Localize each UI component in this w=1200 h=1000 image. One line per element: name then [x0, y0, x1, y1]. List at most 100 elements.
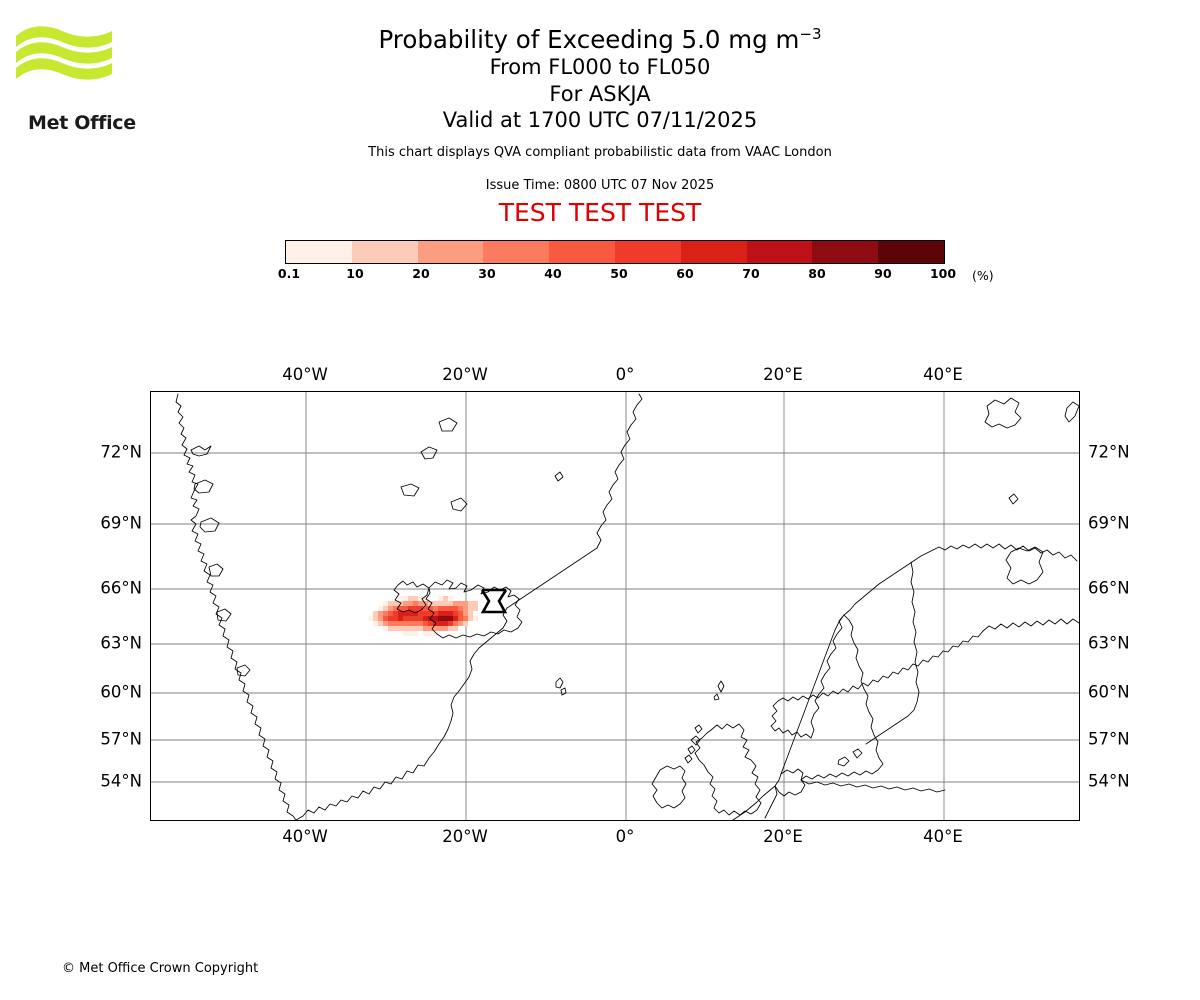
lat-label-right-54°N: 54°N: [1088, 771, 1130, 791]
plume-cell: [408, 631, 414, 637]
plume-cell: [403, 611, 409, 617]
plume-cell: [433, 616, 439, 622]
plume-cell: [458, 601, 464, 607]
plume-cell: [448, 601, 454, 607]
lat-label-right-57°N: 57°N: [1088, 729, 1130, 749]
plume-cell: [388, 606, 394, 612]
plume-cell: [463, 616, 469, 622]
map-plot-area: [150, 391, 1080, 821]
lon-label-top-20°W: 20°W: [442, 365, 488, 384]
coastline-bear-island: [1008, 493, 1019, 505]
plume-cell: [418, 621, 424, 627]
plume-cell: [373, 616, 379, 622]
plume-cell: [463, 621, 469, 627]
plume-cell: [398, 611, 404, 617]
coastline-greenland-east: [295, 547, 598, 820]
coastline-faroe-islands: [555, 677, 567, 696]
colorbar-unit-label: (%): [972, 268, 994, 283]
plume-cell: [448, 611, 454, 617]
plume-cell: [393, 616, 399, 622]
plume-cell: [403, 621, 409, 627]
coastline-jan-mayen: [554, 471, 564, 482]
coastline-iceland-westfjords: [393, 580, 430, 614]
plume-cell: [378, 616, 384, 622]
lon-label-bottom-0°: 0°: [615, 827, 635, 846]
plume-cell: [413, 611, 419, 617]
plume-cell: [438, 606, 444, 612]
plume-cell: [388, 616, 394, 622]
plume-cell: [438, 596, 444, 602]
lat-label-right-60°N: 60°N: [1088, 682, 1130, 702]
coastline-ireland: [651, 765, 687, 809]
colorbar-tick-10: 10: [346, 266, 364, 281]
plume-cell: [418, 606, 424, 612]
lat-label-left-54°N: 54°N: [100, 771, 142, 791]
plume-cell: [383, 601, 389, 607]
coastline-novaya-zemlya: [1064, 401, 1079, 423]
page-title-text: Probability of Exceeding 5.0 mg m: [378, 25, 800, 54]
plume-cell: [408, 626, 414, 632]
plume-cell: [423, 631, 429, 637]
coastline-north-cape: [932, 543, 1078, 562]
test-banner: TEST TEST TEST: [498, 197, 702, 227]
colorbar-segment-6: [680, 241, 747, 263]
plume-cell: [438, 621, 444, 627]
colorbar-segment-8: [812, 241, 879, 263]
plume-cell: [398, 621, 404, 627]
lon-label-top-0°: 0°: [615, 365, 635, 384]
plume-cell: [428, 606, 434, 612]
plume-cell: [453, 626, 459, 632]
plume-cell: [423, 606, 429, 612]
coastline-scotland-islands: [684, 724, 703, 764]
plume-cell: [433, 626, 439, 632]
coastline-baltic-south: [800, 779, 946, 793]
plume-cell: [423, 616, 429, 622]
plume-cell: [393, 626, 399, 632]
plume-cell: [443, 611, 449, 617]
plume-cell: [428, 631, 434, 637]
plume-cell: [458, 621, 464, 627]
plume-cell: [433, 606, 439, 612]
plume-cell: [388, 621, 394, 627]
colorbar-segment-1: [351, 241, 418, 263]
plume-cell: [403, 626, 409, 632]
plume-cell: [408, 596, 414, 602]
plume-cell: [403, 631, 409, 637]
coastline-svalbard: [984, 397, 1022, 429]
coastlines: [175, 393, 1079, 820]
plume-cell: [368, 616, 374, 622]
colorbar-tick-100: 100: [929, 266, 957, 281]
plume-cell: [398, 596, 404, 602]
askja-volcano-marker: [480, 588, 508, 614]
plume-cell: [453, 621, 459, 627]
lon-label-top-40°E: 40°E: [923, 365, 963, 384]
plume-cell: [463, 606, 469, 612]
plume-cell: [468, 611, 474, 617]
colorbar-tick-30: 30: [478, 266, 496, 281]
plume-cell: [413, 631, 419, 637]
plume-cell: [438, 611, 444, 617]
flight-level-range: From FL000 to FL050: [489, 55, 711, 79]
plume-cell: [423, 601, 429, 607]
plume-cell: [413, 596, 419, 602]
plume-cell: [408, 616, 414, 622]
met-office-logo: Met Office: [14, 22, 136, 134]
plume-cell: [453, 601, 459, 607]
plume-cell: [413, 616, 419, 622]
plume-cell: [398, 606, 404, 612]
plume-cell: [398, 616, 404, 622]
plume-cell: [438, 601, 444, 607]
coastline-greenland: [175, 393, 297, 820]
qva-note: This chart displays QVA compliant probab…: [368, 144, 832, 160]
plume-cell: [443, 616, 449, 622]
lat-label-left-66°N: 66°N: [100, 578, 142, 598]
plume-cell: [403, 616, 409, 622]
coastline-greenland-ne: [596, 393, 643, 549]
lon-label-bottom-40°W: 40°W: [282, 827, 328, 846]
plume-cell: [398, 626, 404, 632]
plume-cell: [388, 611, 394, 617]
plume-cell: [413, 606, 419, 612]
page-title: Probability of Exceeding 5.0 mg m−3: [0, 25, 1200, 54]
plume-cell: [418, 611, 424, 617]
plume-cell: [443, 596, 449, 602]
